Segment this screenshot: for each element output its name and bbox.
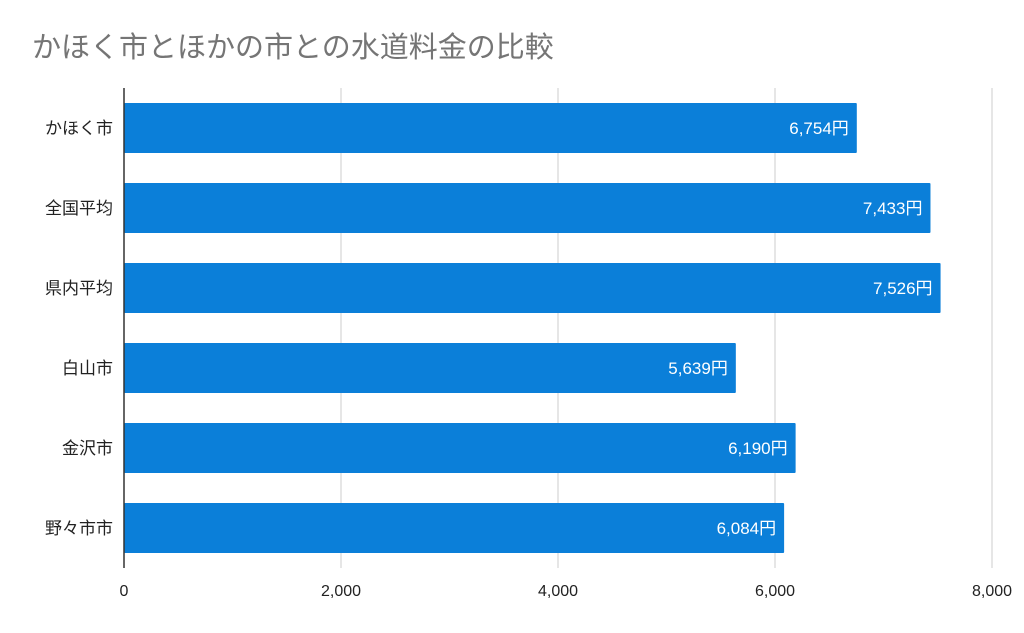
bar [124, 263, 941, 313]
data-label: 7,433円 [863, 199, 923, 218]
category-label: 野々市市 [45, 519, 113, 539]
data-label: 5,639円 [668, 359, 728, 378]
bar [124, 103, 857, 153]
bar [124, 423, 796, 473]
x-tick-label: 8,000 [972, 583, 1012, 600]
x-tick-label: 6,000 [755, 583, 795, 600]
x-tick-label: 4,000 [538, 583, 578, 600]
category-label: 白山市 [62, 359, 113, 379]
category-label: 県内平均 [45, 279, 113, 299]
bar [124, 343, 736, 393]
x-tick-label: 2,000 [321, 583, 361, 600]
data-label: 7,526円 [873, 279, 933, 298]
category-label: 金沢市 [62, 439, 113, 459]
x-tick-label: 0 [120, 583, 129, 600]
category-label: 全国平均 [45, 199, 113, 219]
data-label: 6,754円 [789, 119, 849, 138]
data-label: 6,190円 [728, 439, 788, 458]
category-label: かほく市 [45, 119, 113, 139]
chart-title: かほく市とほかの市との水道料金の比較 [32, 30, 554, 64]
bar [124, 183, 931, 233]
data-label: 6,084円 [717, 519, 777, 538]
bar [124, 503, 785, 553]
